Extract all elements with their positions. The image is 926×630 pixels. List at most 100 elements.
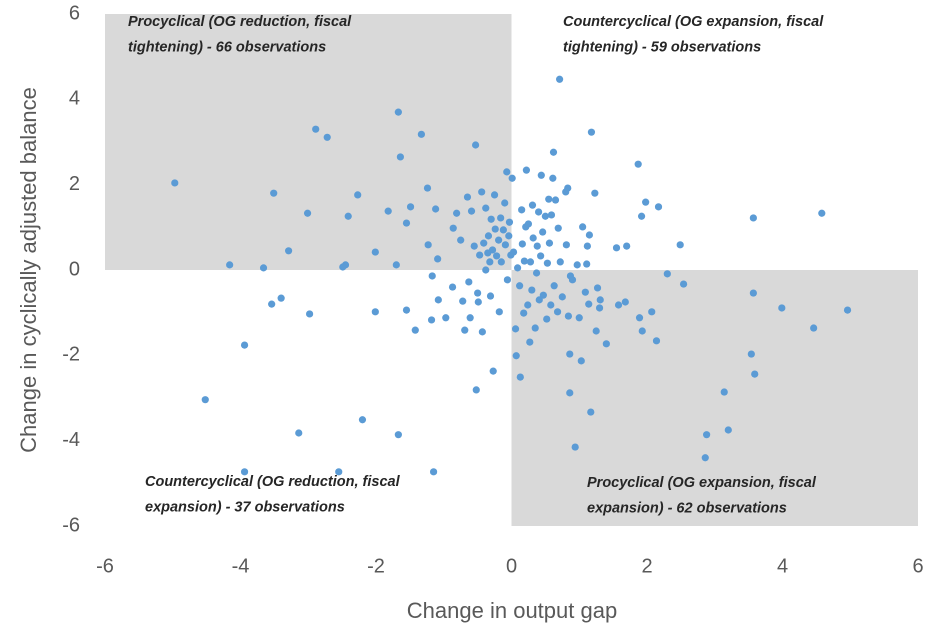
scatter-point: [518, 240, 526, 248]
scatter-point: [491, 225, 499, 233]
scatter-point: [549, 148, 558, 156]
scatter-point: [463, 193, 472, 201]
scatter-point: [558, 293, 566, 301]
x-tick-label: -2: [367, 555, 385, 577]
scatter-point: [592, 327, 600, 335]
annotation: tightening) - 66 observations: [128, 39, 326, 55]
scatter-point: [537, 252, 545, 260]
scatter-point: [285, 247, 293, 255]
scatter-point: [564, 312, 573, 320]
scatter-point: [818, 209, 826, 217]
scatter-point: [575, 314, 583, 322]
scatter-point: [532, 269, 541, 277]
scatter-point: [602, 340, 610, 348]
scatter-point: [402, 306, 411, 314]
scatter-point: [295, 429, 303, 437]
scatter-point: [434, 296, 442, 304]
scatter-point: [335, 468, 343, 476]
scatter-point: [417, 130, 425, 138]
scatter-point: [566, 389, 574, 397]
scatter-point: [596, 296, 604, 304]
scatter-point: [537, 171, 545, 179]
y-tick-label: -6: [62, 514, 80, 536]
scatter-point: [339, 263, 347, 271]
scatter-point: [614, 301, 623, 309]
scatter-point: [270, 189, 278, 197]
scatter-point: [535, 208, 543, 216]
scatter-point: [503, 276, 512, 284]
scatter-point: [358, 416, 367, 424]
scatter-point: [550, 282, 558, 290]
scatter-point: [518, 206, 526, 214]
scatter-point: [543, 315, 551, 323]
scatter-point: [424, 241, 432, 249]
y-tick-label: 0: [69, 258, 80, 280]
annotation: expansion) - 37 observations: [145, 499, 345, 515]
x-axis-title: Change in output gap: [407, 598, 617, 623]
scatter-point: [497, 214, 505, 222]
scatter-point: [487, 215, 495, 223]
x-tick-label: -6: [96, 555, 114, 577]
scatter-point: [509, 248, 518, 256]
scatter-point: [459, 297, 467, 305]
scatter-point: [505, 218, 514, 226]
scatter-point: [354, 191, 362, 199]
scatter-point: [547, 301, 555, 309]
scatter-point: [524, 301, 532, 309]
scatter-point: [226, 261, 234, 269]
scatter-point: [511, 325, 520, 333]
scatter-point: [547, 211, 556, 219]
scatter-point: [411, 326, 419, 334]
scatter-point: [579, 223, 587, 231]
annotation: Procyclical (OG expansion, fiscal: [587, 475, 817, 491]
scatter-point: [524, 220, 533, 228]
scatter-point: [843, 306, 852, 314]
scatter-point: [505, 232, 513, 240]
scatter-point: [171, 179, 179, 187]
scatter-point: [516, 282, 524, 290]
scatter-point: [703, 431, 711, 439]
scatter-point: [528, 201, 537, 209]
scatter-point: [508, 174, 516, 182]
scatter-point: [478, 328, 486, 336]
scatter-point: [520, 257, 528, 265]
scatter-point: [471, 141, 480, 149]
scatter-point: [434, 255, 442, 263]
scatter-point: [778, 304, 786, 312]
scatter-point: [448, 283, 457, 291]
scatter-point: [486, 292, 495, 300]
scatter-point: [406, 203, 415, 211]
scatter-point: [545, 195, 553, 203]
scatter-point: [240, 468, 249, 476]
scatter-point: [490, 191, 499, 199]
scatter-point: [472, 386, 480, 394]
scatter-point: [676, 241, 684, 249]
scatter-point: [642, 198, 650, 206]
scatter-point: [634, 160, 642, 168]
scatter-point: [429, 468, 438, 476]
scatter-point: [652, 337, 661, 345]
scatter-point: [486, 258, 494, 266]
scatter-point: [585, 231, 594, 239]
scatter-point: [720, 388, 728, 396]
scatter-point: [577, 357, 585, 365]
scatter-point: [543, 259, 552, 267]
scatter-point: [323, 133, 331, 141]
scatter-point: [465, 278, 473, 286]
annotation: expansion) - 62 observations: [587, 500, 787, 516]
scatter-point: [526, 338, 534, 346]
scatter-point: [499, 226, 507, 234]
x-tick-label: 4: [777, 555, 788, 577]
scatter-point: [562, 241, 570, 249]
scatter-point: [457, 236, 465, 244]
scatter-point: [513, 264, 522, 272]
scatter-point: [751, 370, 759, 378]
scatter-point: [512, 352, 520, 360]
scatter-point: [423, 184, 432, 192]
scatter-point: [442, 314, 450, 322]
scatter-point: [564, 184, 572, 192]
scatter-point: [679, 280, 688, 288]
scatter-point: [449, 224, 457, 232]
scatter-point: [371, 248, 379, 256]
scatter-point: [371, 308, 379, 316]
